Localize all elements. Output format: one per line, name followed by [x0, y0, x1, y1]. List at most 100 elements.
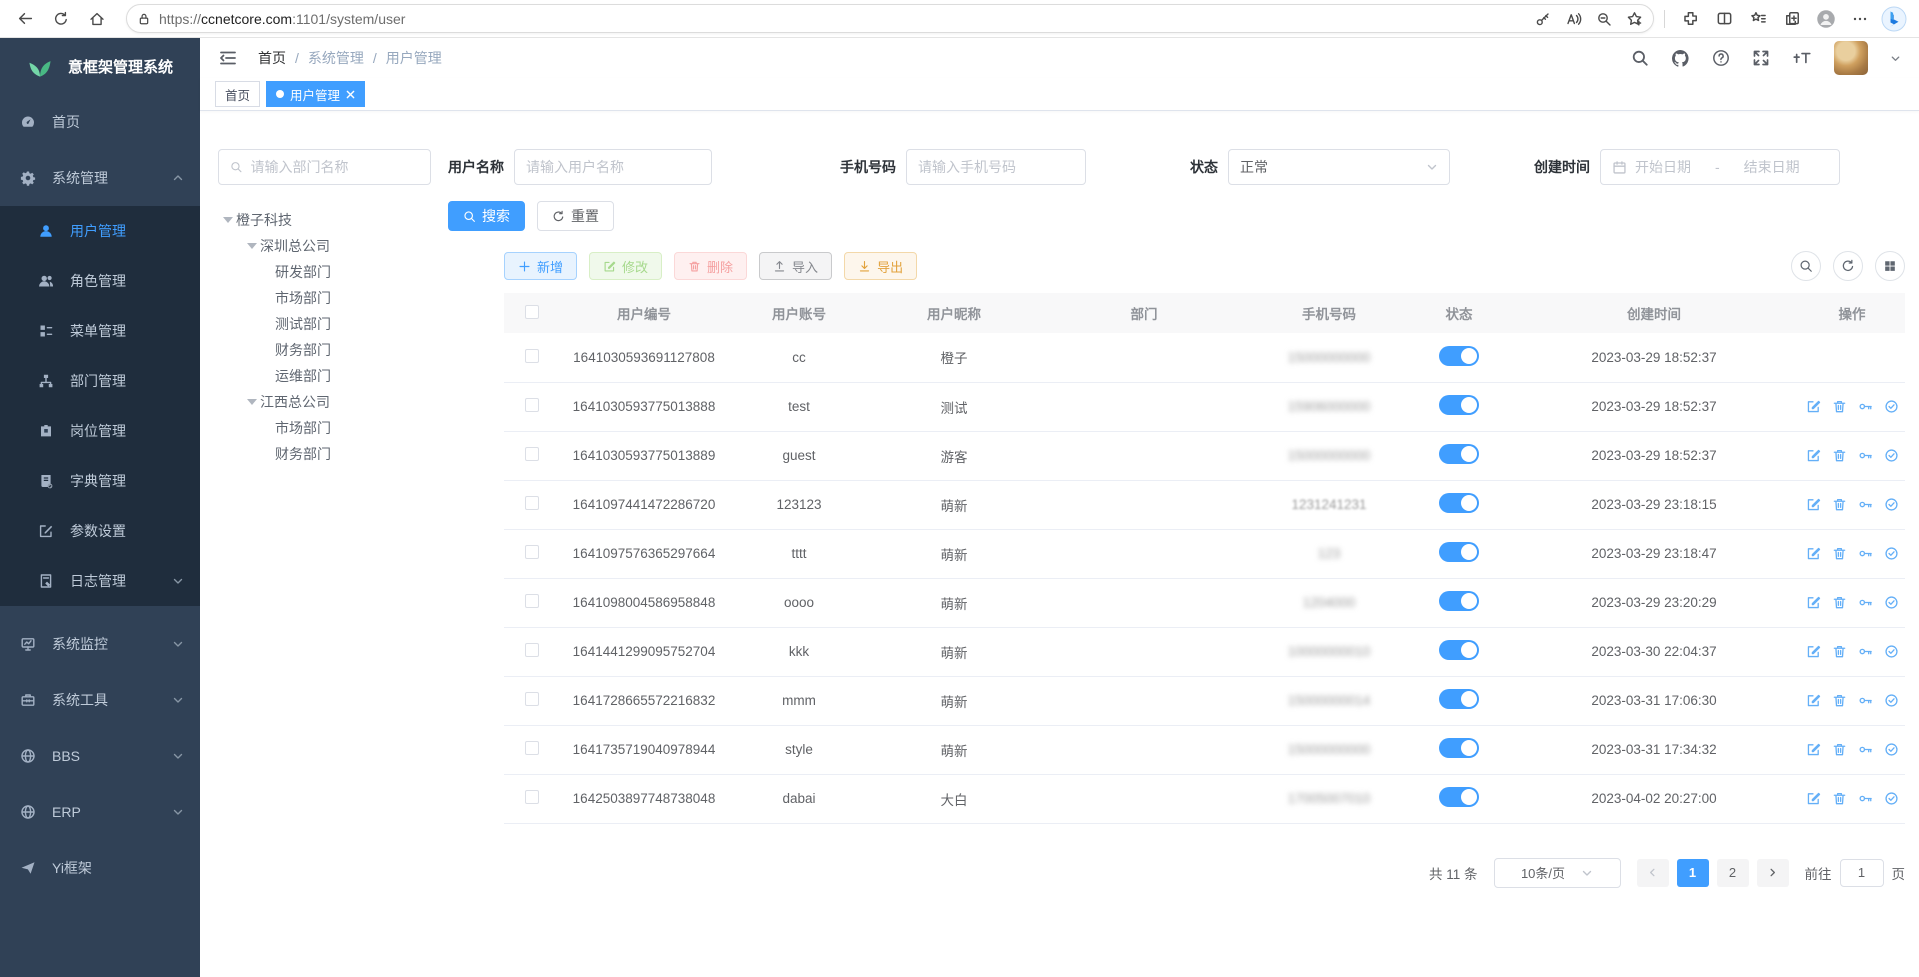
- github-icon[interactable]: [1671, 49, 1690, 68]
- row-checkbox[interactable]: [524, 447, 539, 461]
- edit-row-icon[interactable]: [1806, 791, 1821, 806]
- add-user-button[interactable]: 新增: [504, 252, 578, 280]
- row-checkbox[interactable]: [524, 741, 539, 755]
- export-button[interactable]: 导出: [844, 252, 918, 280]
- status-toggle[interactable]: [1439, 640, 1479, 660]
- password-key-icon[interactable]: [1535, 11, 1551, 27]
- browser-refresh-button[interactable]: [46, 4, 76, 34]
- column-settings-button[interactable]: [1875, 251, 1905, 281]
- sidebar-item-post-management[interactable]: 岗位管理: [0, 406, 200, 456]
- browser-back-button[interactable]: [10, 4, 40, 34]
- sidebar-item-menu-management[interactable]: 菜单管理: [0, 306, 200, 356]
- assign-role-check-icon[interactable]: [1884, 497, 1899, 512]
- sidebar-item-system-management[interactable]: 系统管理: [0, 150, 200, 206]
- tree-node[interactable]: 财务部门: [218, 337, 448, 363]
- tree-node[interactable]: 深圳总公司: [218, 233, 448, 259]
- address-bar[interactable]: https://ccnetcore.com:1101/system/user: [126, 4, 1654, 33]
- tree-node[interactable]: 江西总公司: [218, 389, 448, 415]
- username-input[interactable]: [514, 149, 712, 185]
- department-search-input[interactable]: [218, 149, 431, 185]
- row-checkbox[interactable]: [524, 545, 539, 559]
- sidebar-item-system-monitor[interactable]: 系统监控: [0, 616, 200, 672]
- row-checkbox[interactable]: [524, 398, 539, 412]
- bing-chat-button[interactable]: [1879, 4, 1909, 34]
- sidebar-item-home[interactable]: 首页: [0, 94, 200, 150]
- delete-row-icon[interactable]: [1832, 742, 1847, 757]
- delete-row-icon[interactable]: [1832, 399, 1847, 414]
- assign-role-check-icon[interactable]: [1884, 644, 1899, 659]
- show-search-toggle-button[interactable]: [1791, 251, 1821, 281]
- row-checkbox[interactable]: [524, 692, 539, 706]
- delete-row-icon[interactable]: [1832, 497, 1847, 512]
- phone-field[interactable]: [918, 159, 1074, 175]
- status-toggle[interactable]: [1439, 591, 1479, 611]
- tree-node[interactable]: 研发部门: [218, 259, 448, 285]
- assign-role-check-icon[interactable]: [1884, 546, 1899, 561]
- import-button[interactable]: 导入: [759, 252, 833, 280]
- fullscreen-icon[interactable]: [1752, 49, 1770, 67]
- department-search-field[interactable]: [250, 159, 419, 175]
- collections-button[interactable]: [1777, 4, 1807, 34]
- row-checkbox[interactable]: [524, 496, 539, 510]
- split-screen-button[interactable]: [1709, 4, 1739, 34]
- status-toggle[interactable]: [1439, 787, 1479, 807]
- tree-node[interactable]: 财务部门: [218, 441, 448, 467]
- reset-password-key-icon[interactable]: [1858, 742, 1873, 757]
- status-toggle[interactable]: [1439, 493, 1479, 513]
- delete-row-icon[interactable]: [1832, 448, 1847, 463]
- reset-password-key-icon[interactable]: [1858, 448, 1873, 463]
- select-all-checkbox[interactable]: [524, 304, 539, 319]
- page-button-1[interactable]: 1: [1676, 858, 1709, 887]
- app-logo[interactable]: 意框架管理系统: [0, 38, 200, 94]
- reset-password-key-icon[interactable]: [1858, 644, 1873, 659]
- browser-profile-button[interactable]: [1811, 4, 1841, 34]
- phone-input[interactable]: [906, 149, 1086, 185]
- collapse-sidebar-icon[interactable]: [218, 48, 238, 68]
- page-button-2[interactable]: 2: [1716, 858, 1749, 887]
- assign-role-check-icon[interactable]: [1884, 693, 1899, 708]
- date-range-picker[interactable]: 开始日期 - 结束日期: [1600, 149, 1840, 185]
- search-button[interactable]: 搜索: [448, 201, 525, 231]
- reset-password-key-icon[interactable]: [1858, 497, 1873, 512]
- row-checkbox[interactable]: [524, 594, 539, 608]
- goto-page-input[interactable]: [1839, 858, 1884, 887]
- status-toggle[interactable]: [1439, 542, 1479, 562]
- favorites-button[interactable]: [1743, 4, 1773, 34]
- status-toggle[interactable]: [1439, 345, 1479, 366]
- user-avatar[interactable]: [1834, 41, 1868, 75]
- font-size-icon[interactable]: [1792, 49, 1812, 67]
- assign-role-check-icon[interactable]: [1884, 791, 1899, 806]
- sidebar-item-system-tools[interactable]: 系统工具: [0, 672, 200, 728]
- row-checkbox[interactable]: [524, 348, 539, 363]
- browser-settings-button[interactable]: [1845, 4, 1875, 34]
- zoom-out-icon[interactable]: [1596, 11, 1612, 27]
- sidebar-item-role-management[interactable]: 角色管理: [0, 256, 200, 306]
- edit-row-icon[interactable]: [1806, 546, 1821, 561]
- sidebar-item-dictionary-management[interactable]: 字典管理: [0, 456, 200, 506]
- add-favorite-icon[interactable]: [1626, 11, 1643, 27]
- tree-node[interactable]: 运维部门: [218, 363, 448, 389]
- goto-page-field[interactable]: [1844, 865, 1879, 880]
- sidebar-item-log-management[interactable]: 日志管理: [0, 556, 200, 606]
- sidebar-item-erp[interactable]: ERP: [0, 784, 200, 840]
- browser-home-button[interactable]: [82, 4, 112, 34]
- status-toggle[interactable]: [1439, 395, 1479, 415]
- header-search-icon[interactable]: [1631, 49, 1649, 67]
- browser-essentials-button[interactable]: [1675, 4, 1705, 34]
- edit-row-icon[interactable]: [1806, 448, 1821, 463]
- reset-password-key-icon[interactable]: [1858, 595, 1873, 610]
- close-tag-icon[interactable]: [346, 90, 355, 99]
- assign-role-check-icon[interactable]: [1884, 399, 1899, 414]
- lock-icon[interactable]: [137, 12, 151, 26]
- date-start-placeholder[interactable]: 开始日期: [1635, 159, 1691, 175]
- reset-password-key-icon[interactable]: [1858, 399, 1873, 414]
- date-end-placeholder[interactable]: 结束日期: [1743, 159, 1800, 175]
- delete-row-icon[interactable]: [1832, 644, 1847, 659]
- status-select[interactable]: 正常: [1228, 149, 1450, 185]
- delete-user-button[interactable]: 删除: [674, 252, 748, 280]
- prev-page-button[interactable]: [1636, 858, 1669, 887]
- edit-row-icon[interactable]: [1806, 595, 1821, 610]
- delete-row-icon[interactable]: [1832, 595, 1847, 610]
- page-size-select[interactable]: 10条/页: [1493, 857, 1621, 888]
- sidebar-item-parameter-settings[interactable]: 参数设置: [0, 506, 200, 556]
